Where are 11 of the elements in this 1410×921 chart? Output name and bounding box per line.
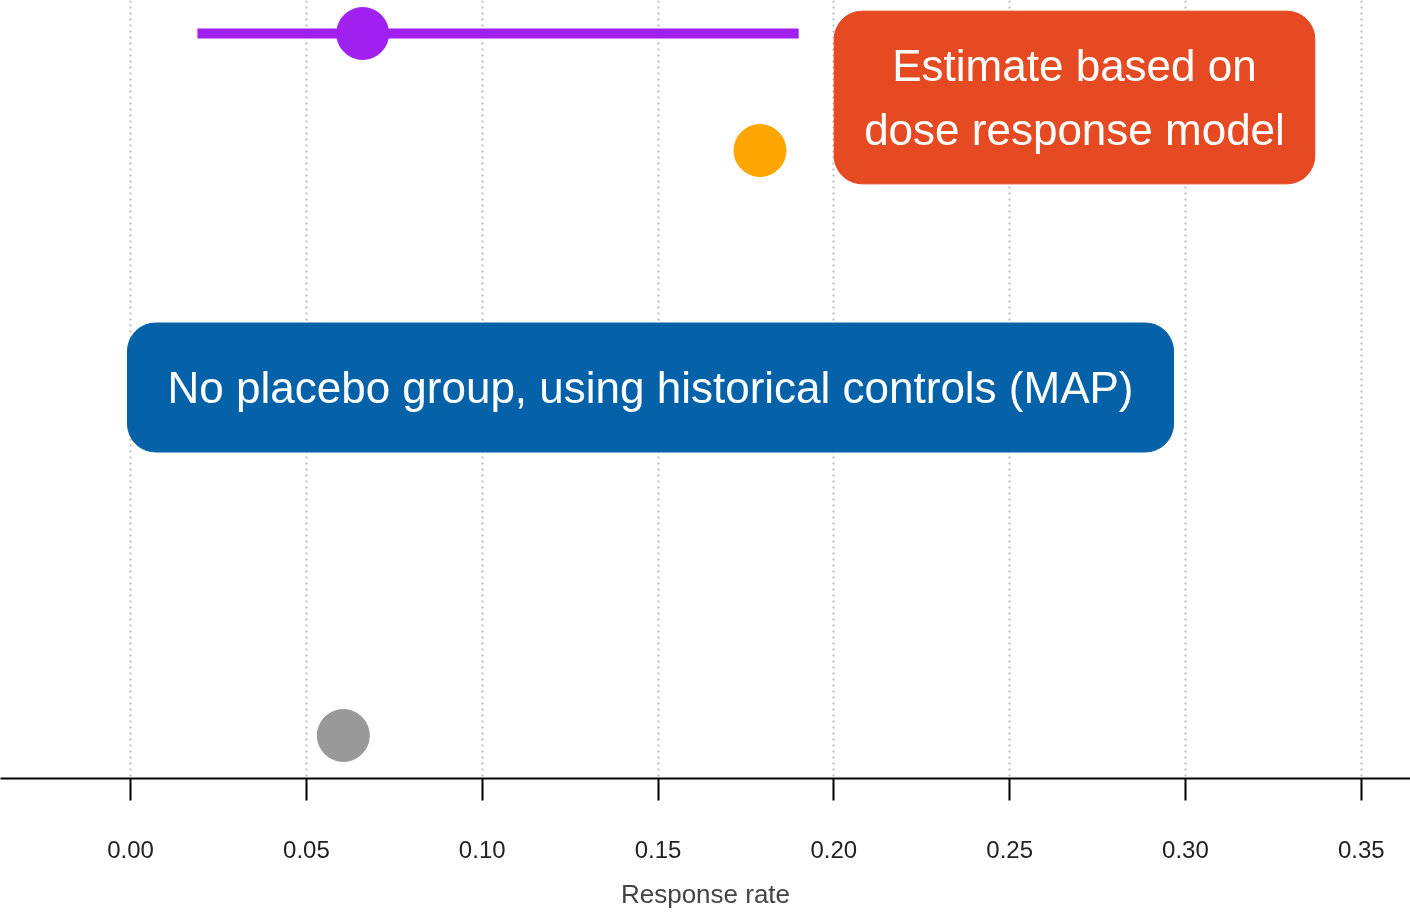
x-tick-label: 0.05	[283, 835, 330, 863]
annotation: Estimate based on dose response model	[864, 41, 1285, 154]
x-tick-label: 0.10	[458, 835, 506, 863]
x-tick-label: 0.30	[1162, 835, 1209, 863]
x-tick-label: 0.35	[1337, 835, 1385, 863]
x-tick-label: 0.15	[634, 835, 682, 863]
x-axis-title: Response rate	[620, 878, 791, 909]
x-tick-label: 0.25	[986, 835, 1034, 863]
x-tick-label: 0.00	[107, 835, 154, 863]
x-tick-label: 0.20	[810, 835, 858, 863]
annotation: No placebo group, using historical controls (MAP)	[167, 363, 1134, 412]
